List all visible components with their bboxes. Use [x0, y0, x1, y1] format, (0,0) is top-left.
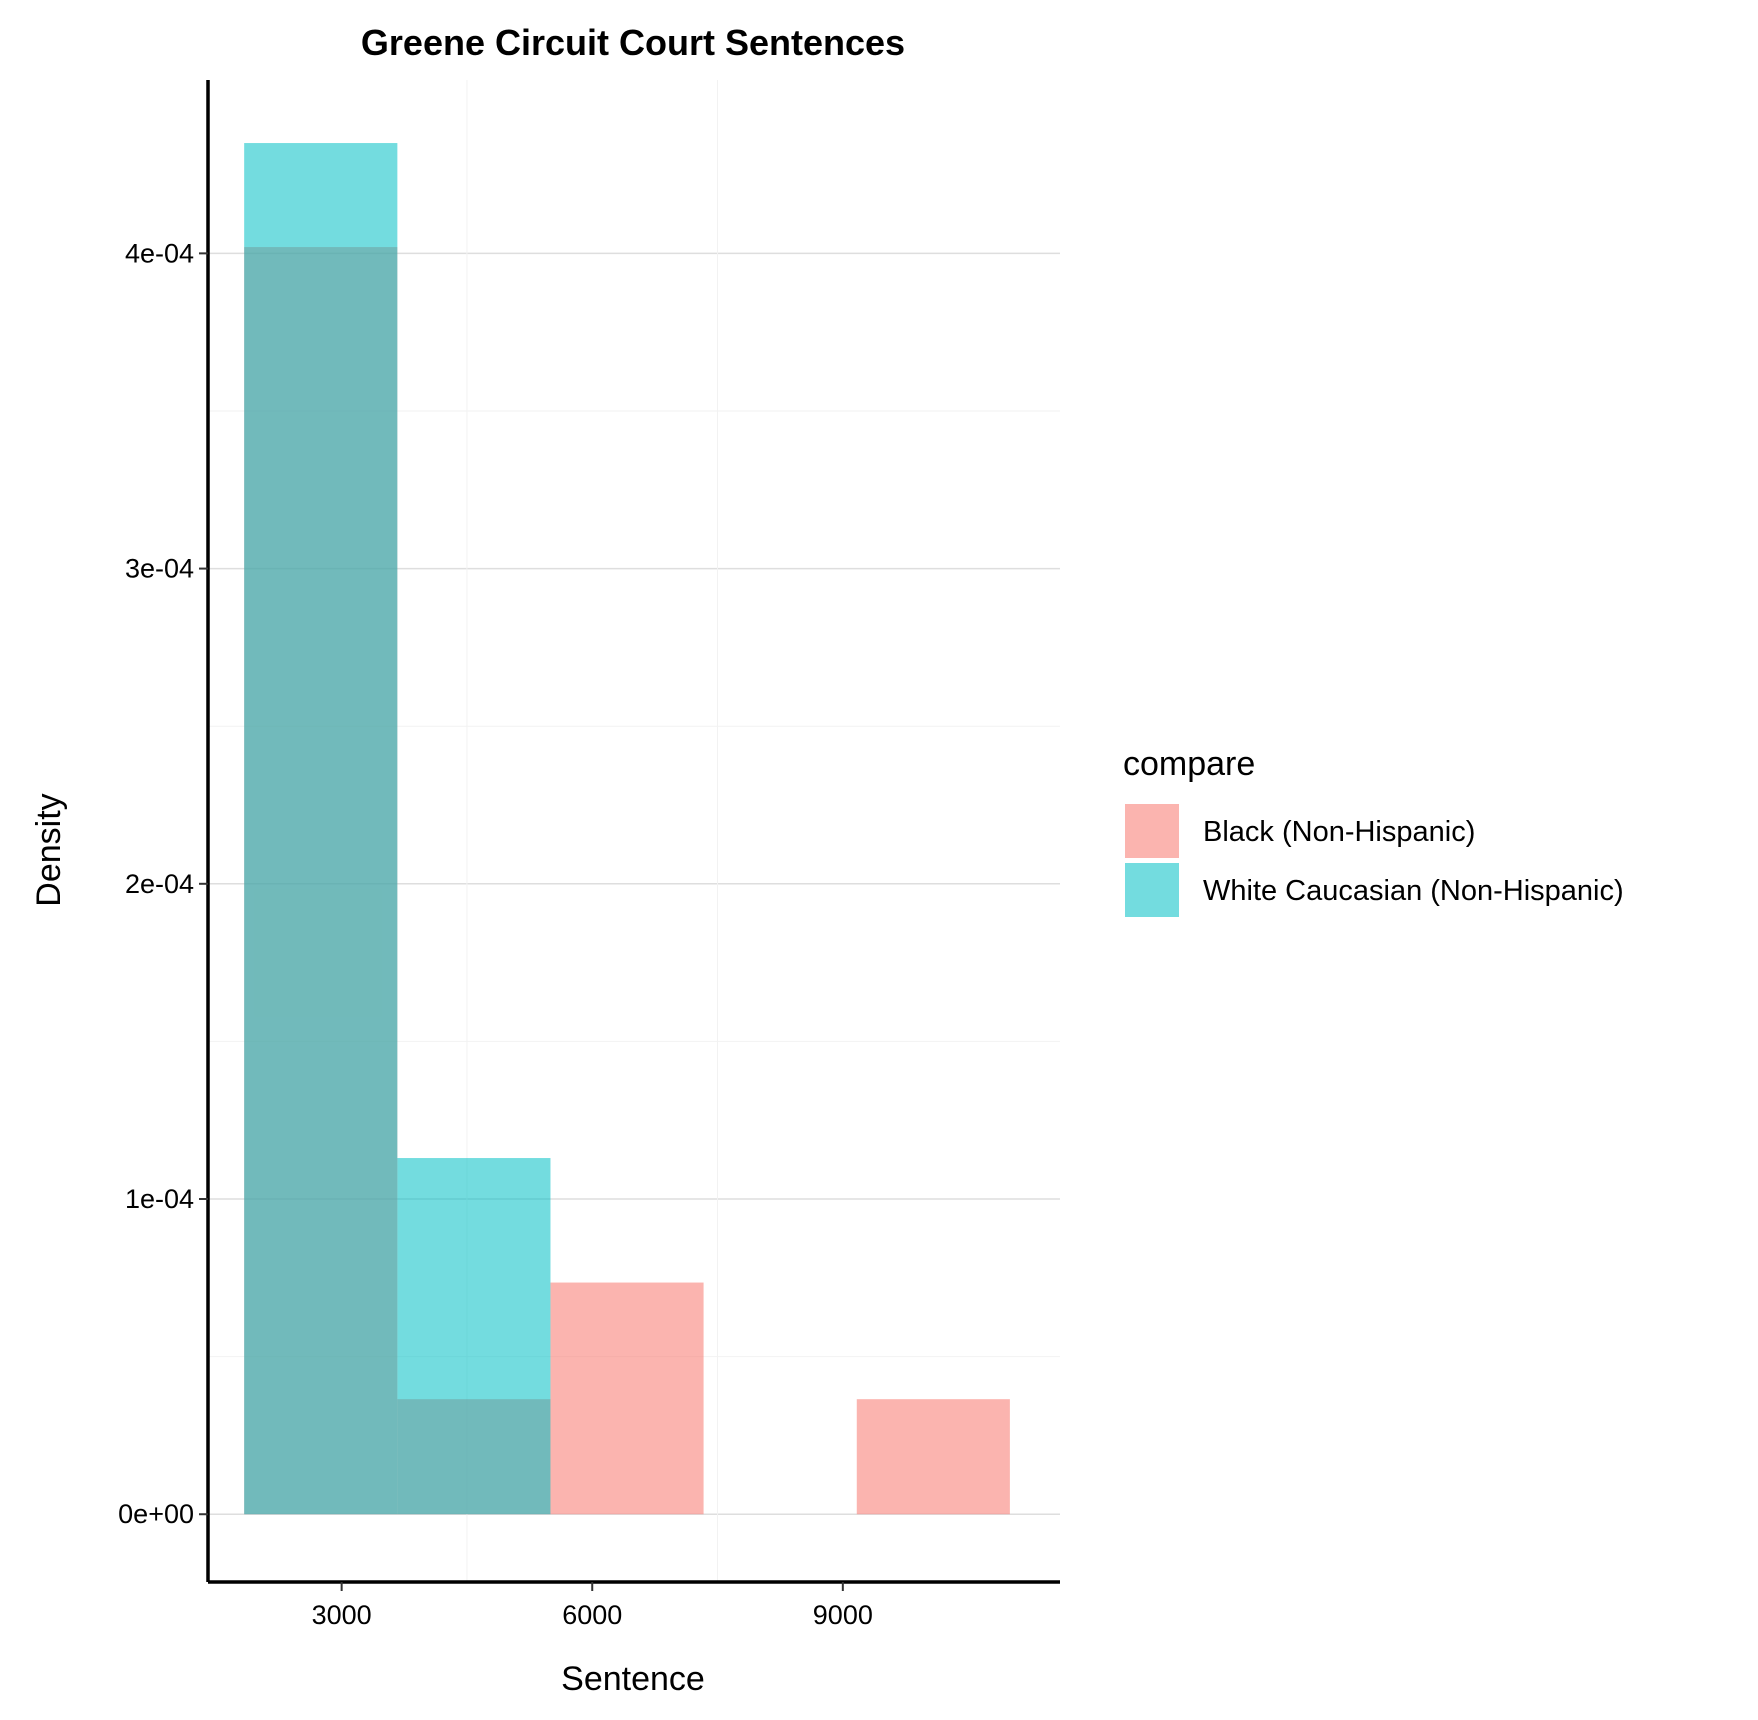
legend-label-0: Black (Non-Hispanic) [1203, 816, 1475, 848]
x-tick-label: 9000 [813, 1600, 873, 1630]
bars [244, 143, 1010, 1515]
bar-series-0-bin-4 [856, 1399, 1010, 1515]
x-tick-label: 6000 [562, 1600, 622, 1630]
legend-key-1 [1125, 863, 1179, 917]
bar-series-1-bin-0 [244, 143, 398, 1515]
legend: compare Black (Non-Hispanic) White Caucas… [1123, 745, 1624, 917]
x-tick-label: 3000 [312, 1600, 372, 1630]
y-tick-label: 1e-04 [125, 1184, 194, 1214]
legend-key-0 [1125, 804, 1179, 858]
chart-title: Greene Circuit Court Sentences [361, 22, 905, 63]
x-axis-title: Sentence [561, 1660, 705, 1698]
bar-series-0-bin-2 [550, 1282, 704, 1515]
y-tick-label: 2e-04 [125, 869, 194, 899]
y-tick-label: 0e+00 [118, 1499, 194, 1529]
y-axis-title: Density [30, 793, 68, 906]
y-tick-label: 4e-04 [125, 238, 194, 268]
axes [206, 80, 1060, 1584]
tick-labels: 0e+00 1e-04 2e-04 3e-04 4e-04 3000 6000 9000 [118, 238, 873, 1630]
bar-series-1-bin-1 [397, 1158, 551, 1515]
legend-title: compare [1123, 745, 1255, 783]
legend-label-1: White Caucasian (Non-Hispanic) [1203, 875, 1624, 907]
y-tick-label: 3e-04 [125, 554, 194, 584]
